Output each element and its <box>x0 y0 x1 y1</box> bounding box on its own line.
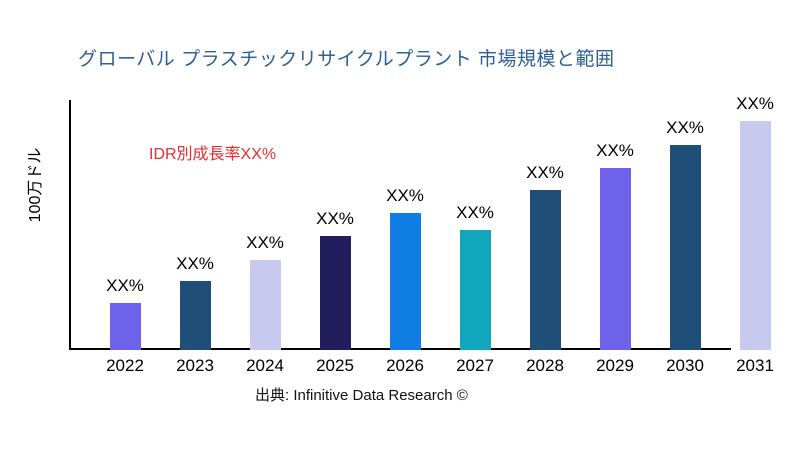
bar-value-label-2026: XX% <box>386 186 424 205</box>
bar-value-label-2028: XX% <box>526 163 564 182</box>
x-tick-label-2030: 2030 <box>666 356 704 375</box>
x-tick-label-2031: 2031 <box>736 356 774 375</box>
x-tick-label-2026: 2026 <box>386 356 424 375</box>
x-tick-label-2029: 2029 <box>596 356 634 375</box>
y-axis-label: 100万ドル <box>27 147 44 223</box>
bar-2027 <box>459 230 491 350</box>
bar-value-label-2025: XX% <box>316 209 354 228</box>
bar-2025 <box>319 236 351 350</box>
x-tick-label-2023: 2023 <box>176 356 214 375</box>
bar-value-label-2022: XX% <box>106 276 144 295</box>
chart-title: グローバル プラスチックリサイクルプラント 市場規模と範囲 <box>78 49 615 70</box>
x-tick-label-2027: 2027 <box>456 356 494 375</box>
bar-value-label-2029: XX% <box>596 141 634 160</box>
bar-value-label-2031: XX% <box>736 94 774 113</box>
x-tick-label-2028: 2028 <box>526 356 564 375</box>
bar-2031 <box>739 121 771 350</box>
bar-2029 <box>599 168 631 350</box>
bar-2026 <box>389 213 421 350</box>
x-tick-label-2025: 2025 <box>316 356 354 375</box>
source-attribution: 出典: Infinitive Data Research © <box>255 387 468 404</box>
bar-2023 <box>179 281 211 350</box>
bar-2022 <box>109 303 141 350</box>
x-tick-label-2024: 2024 <box>246 356 284 375</box>
bar-value-label-2030: XX% <box>666 118 704 137</box>
y-axis-line <box>69 100 71 350</box>
bar-2028 <box>529 190 561 350</box>
bar-2030 <box>669 145 701 350</box>
bar-2024 <box>249 260 281 350</box>
bar-value-label-2023: XX% <box>176 254 214 273</box>
bar-value-label-2024: XX% <box>246 233 284 252</box>
bar-value-label-2027: XX% <box>456 203 494 222</box>
growth-rate-annotation: IDR別成長率XX% <box>149 146 277 163</box>
x-tick-label-2022: 2022 <box>106 356 144 375</box>
